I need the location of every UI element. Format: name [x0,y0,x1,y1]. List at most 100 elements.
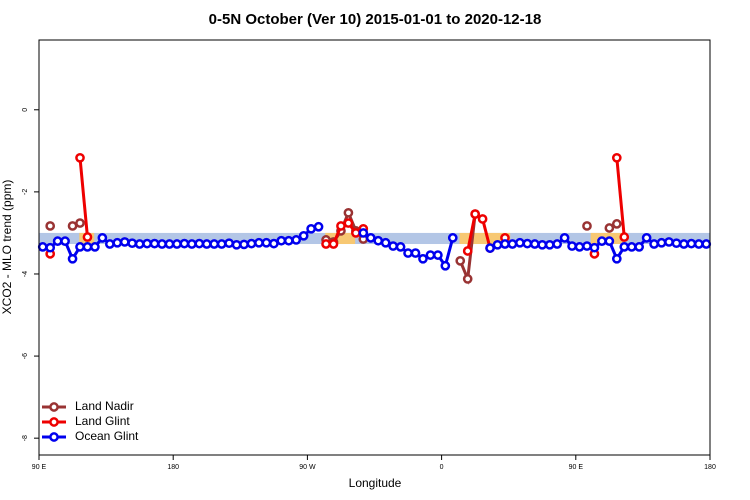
data-point [142,238,152,249]
y-axis-label: XCO2 - MLO trend (ppm) [0,180,14,315]
plot-frame [38,39,711,456]
data-point [328,239,339,249]
data-point [425,250,436,260]
data-point [380,237,391,248]
data-point [529,239,540,249]
data-point [686,238,697,249]
data-point [254,237,264,248]
data-point [201,239,212,249]
data-point [313,221,324,232]
data-point [492,239,503,250]
data-point [388,241,398,251]
data-point [500,239,510,249]
data-point [67,221,78,231]
data-point [611,253,622,264]
data-point [395,242,406,252]
data-point [462,246,473,256]
data-point [365,233,376,243]
band [459,232,511,245]
data-point [149,238,160,249]
data-point [291,235,302,245]
data-point [351,228,361,238]
data-point [164,239,175,249]
series-line [78,157,89,238]
x-tick-label: 90 E [569,464,584,471]
data-point [82,242,93,252]
data-point [82,232,93,242]
y-tick-label: -2 [22,189,29,195]
data-point [679,239,689,249]
data-point [567,241,577,251]
data-point [127,238,138,249]
data-point [701,239,712,249]
data-point [216,239,227,249]
data-point [75,218,85,228]
x-tick-label: 90 E [32,464,47,471]
data-point [45,242,56,253]
data-point [507,239,518,249]
data-point [462,274,473,284]
data-point [574,242,585,252]
data-point [619,242,630,252]
data-point [589,242,600,253]
data-point [410,248,421,258]
data-point [246,238,257,249]
data-point [693,239,704,249]
data-point [261,237,272,248]
data-point [418,253,428,264]
legend-label: Ocean Glint [75,429,139,443]
x-tick-label: 0 [440,464,444,471]
x-tick-label: 180 [704,464,716,471]
y-tick-label: -8 [22,435,29,441]
legend-marker [49,417,59,427]
data-point [239,239,249,250]
data-point [537,239,548,250]
data-point [97,233,108,243]
data-point [671,238,682,249]
data-point [485,243,495,253]
data-point [343,207,354,218]
series-line [615,157,626,238]
data-point [559,233,570,243]
data-point [604,236,615,246]
data-point [649,239,659,249]
data-point [470,209,480,219]
data-point [119,237,130,247]
data-point [157,239,167,249]
data-point [283,235,294,246]
data-point [611,219,622,229]
data-point [597,236,607,246]
data-point [440,260,451,271]
data-point [67,253,78,264]
data-point [321,239,331,249]
chart-title: 0-5N October (Ver 10) 2015-01-01 to 2020… [209,11,542,28]
data-point [75,242,85,252]
data-point [656,237,667,248]
legend-marker [49,402,59,412]
data-point [231,239,242,250]
data-point [224,238,234,249]
data-point [373,235,384,246]
data-point [112,237,123,248]
data-point [604,223,615,233]
data-point [75,152,85,163]
data-point [209,239,220,249]
y-tick-label: 0 [22,108,29,112]
legend-marker [49,432,59,442]
data-point [634,242,645,252]
data-point [134,239,145,249]
data-point [455,255,466,266]
data-point [664,237,674,247]
data-point [298,230,309,241]
data-point [433,250,443,260]
data-point [544,239,555,250]
data-point [582,221,592,231]
data-point [626,242,637,252]
x-tick-label: 90 W [299,464,316,471]
y-tick-label: -4 [22,271,29,277]
data-point [90,242,100,252]
data-point [37,242,48,252]
data-point [179,238,190,249]
